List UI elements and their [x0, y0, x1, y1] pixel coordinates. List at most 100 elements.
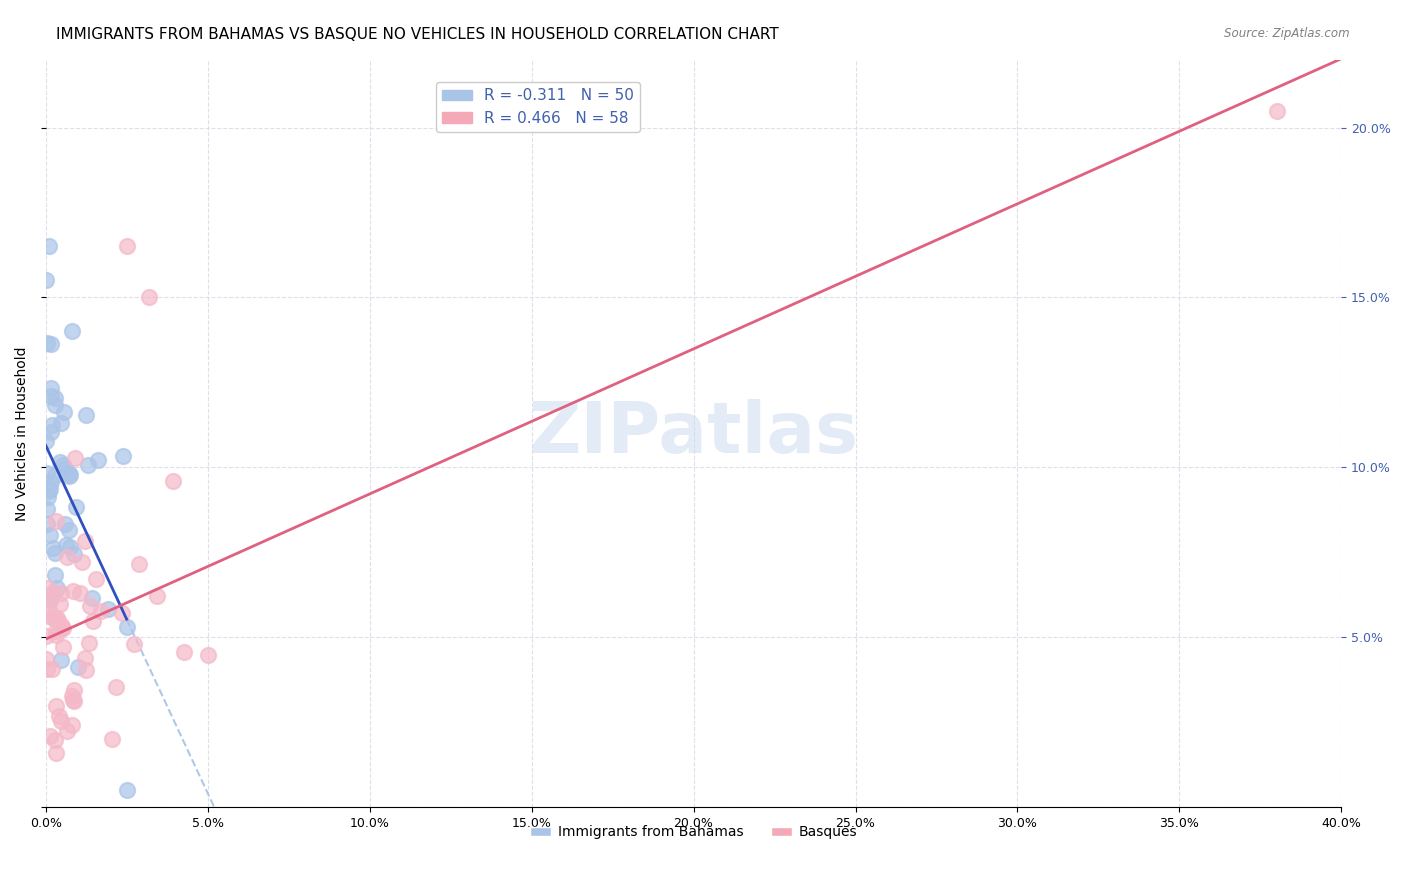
Point: [37, 466, 59, 480]
Point: [45, 628, 67, 642]
Point: [42, 586, 65, 600]
Point: [84, 573, 107, 587]
Point: [66, 660, 89, 674]
Point: [44, 568, 66, 582]
Point: [75, 663, 97, 677]
Point: [82, 614, 104, 628]
Point: [1265, 103, 1288, 118]
Point: [104, 680, 127, 694]
Point: [162, 474, 184, 488]
Point: [39, 389, 62, 403]
Point: [35, 434, 58, 448]
Point: [49, 455, 72, 469]
Point: [197, 648, 219, 662]
Point: [55, 537, 77, 551]
Point: [58, 468, 80, 483]
Point: [39, 337, 62, 351]
Point: [39, 610, 62, 624]
Point: [53, 462, 76, 476]
Point: [49, 714, 72, 729]
Point: [45, 611, 67, 625]
Point: [49, 653, 72, 667]
Point: [51, 621, 73, 635]
Point: [42, 541, 65, 556]
Point: [53, 516, 76, 531]
Point: [111, 449, 134, 463]
Point: [65, 451, 87, 466]
Point: [44, 392, 66, 406]
Point: [87, 452, 110, 467]
Point: [80, 591, 103, 605]
Point: [48, 615, 70, 629]
Point: [52, 640, 75, 654]
Point: [44, 733, 66, 747]
Text: Source: ZipAtlas.com: Source: ZipAtlas.com: [1225, 27, 1350, 40]
Point: [38, 482, 60, 496]
Point: [34, 273, 56, 287]
Point: [90, 603, 112, 617]
Point: [38, 484, 60, 499]
Point: [46, 581, 69, 595]
Point: [39, 425, 62, 439]
Point: [73, 650, 96, 665]
Y-axis label: No Vehicles in Household: No Vehicles in Household: [15, 346, 30, 521]
Point: [44, 546, 66, 560]
Point: [115, 783, 138, 797]
Point: [45, 514, 67, 528]
Point: [49, 618, 72, 632]
Point: [39, 528, 62, 542]
Point: [70, 555, 93, 569]
Point: [62, 583, 84, 598]
Point: [79, 599, 101, 613]
Point: [55, 723, 77, 738]
Point: [37, 593, 59, 607]
Point: [44, 467, 66, 482]
Point: [51, 416, 73, 430]
Point: [37, 662, 59, 676]
Point: [60, 325, 83, 339]
Point: [111, 607, 134, 621]
Text: ZIPatlas: ZIPatlas: [529, 399, 859, 467]
Point: [63, 547, 86, 561]
Point: [52, 458, 75, 472]
Point: [35, 516, 58, 531]
Point: [77, 636, 100, 650]
Point: [39, 592, 62, 607]
Point: [173, 645, 195, 659]
Point: [41, 475, 63, 490]
Point: [138, 290, 160, 304]
Point: [48, 598, 70, 612]
Point: [35, 652, 58, 666]
Point: [37, 501, 59, 516]
Point: [48, 708, 70, 723]
Legend: Immigrants from Bahamas, Basques: Immigrants from Bahamas, Basques: [524, 820, 863, 845]
Point: [35, 629, 58, 643]
Point: [73, 534, 96, 549]
Point: [128, 558, 150, 572]
Point: [37, 581, 59, 595]
Point: [41, 662, 63, 676]
Text: IMMIGRANTS FROM BAHAMAS VS BASQUE NO VEHICLES IN HOUSEHOLD CORRELATION CHART: IMMIGRANTS FROM BAHAMAS VS BASQUE NO VEH…: [56, 27, 779, 42]
Point: [63, 682, 86, 697]
Point: [115, 620, 138, 634]
Point: [60, 718, 83, 732]
Point: [146, 589, 169, 603]
Point: [42, 611, 65, 625]
Point: [77, 458, 100, 472]
Point: [38, 603, 60, 617]
Point: [101, 732, 124, 747]
Point: [52, 621, 75, 635]
Point: [65, 500, 87, 514]
Point: [122, 637, 145, 651]
Point: [35, 336, 58, 351]
Point: [41, 418, 63, 433]
Point: [37, 490, 59, 504]
Point: [59, 540, 82, 554]
Point: [44, 398, 66, 412]
Point: [75, 408, 97, 422]
Point: [59, 467, 82, 482]
Point: [38, 239, 60, 253]
Point: [45, 624, 67, 639]
Point: [62, 693, 84, 707]
Point: [62, 694, 84, 708]
